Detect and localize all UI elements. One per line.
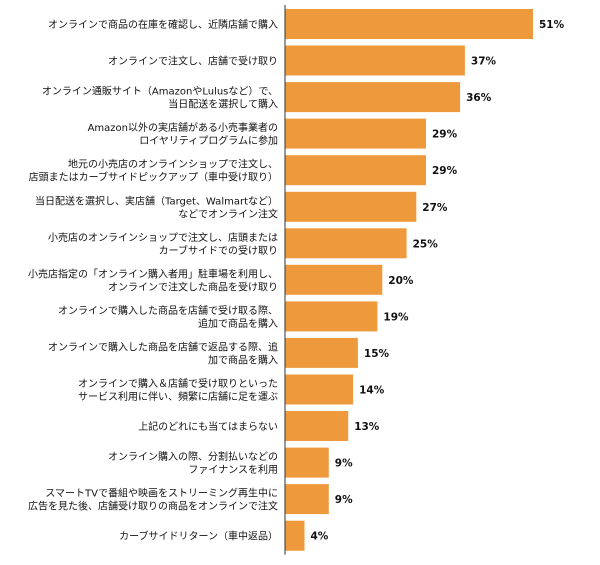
category-label-4: Amazon以外の実店舗がある小売事業者のロイヤリティプログラムに参加 xyxy=(88,121,278,147)
bars-group xyxy=(285,9,533,551)
bar-10 xyxy=(285,337,358,368)
category-labels-group: オンラインで商品の在庫を確認し、近隣店舗で購入オンラインで注文し、店舗で受け取り… xyxy=(28,18,278,543)
bar-13 xyxy=(285,447,329,478)
value-label-4: 29% xyxy=(432,129,458,141)
category-label-line: 地元の小売店のオンラインショップで注文し、 xyxy=(68,158,278,171)
category-label-13: オンライン購入の際、分割払いなどのファイナンスを利用 xyxy=(108,450,278,476)
bar-14 xyxy=(285,484,329,515)
category-label-9: オンラインで購入した商品を店舗で受け取る際、追加で商品を購入 xyxy=(58,304,278,330)
category-label-5: 地元の小売店のオンラインショップで注文し、店頭またはカーブサイドピックアップ（車… xyxy=(29,158,278,184)
category-label-1: オンラインで商品の在庫を確認し、近隣店舗で購入 xyxy=(48,18,278,31)
category-label-3: オンライン通販サイト（AmazonやLulusなど）で、当日配送を選択して購入 xyxy=(42,86,278,111)
value-label-1: 51% xyxy=(539,19,565,31)
value-label-10: 15% xyxy=(364,348,390,360)
value-label-9: 19% xyxy=(383,311,409,323)
category-label-line: オンラインで注文し、店舗で受け取り xyxy=(108,55,278,68)
category-label-line: 上記のどれにも当てはまらない xyxy=(138,420,278,433)
value-label-7: 25% xyxy=(413,238,439,250)
category-label-line: オンラインで商品の在庫を確認し、近隣店舗で購入 xyxy=(48,18,278,31)
bar-4 xyxy=(285,118,426,149)
value-label-5: 29% xyxy=(432,165,458,177)
value-label-2: 37% xyxy=(471,56,497,68)
value-label-8: 20% xyxy=(388,275,414,287)
category-label-11: オンラインで購入＆店舗で受け取りといったサービス利用に伴い、頻繁に店舗に足を運ぶ xyxy=(78,377,278,403)
bar-1 xyxy=(285,9,533,39)
category-label-line: などでオンライン注文 xyxy=(178,207,278,220)
category-label-6: 当日配送を選択し、実店舗（Target、Walmartなど）などでオンライン注文 xyxy=(35,194,278,220)
category-label-14: スマートTVで番組や映画をストリーミング再生中に広告を見た後、店舗受け取りの商品… xyxy=(28,487,278,513)
category-label-line: オンラインで注文した商品を受け取り xyxy=(108,280,278,293)
bar-9 xyxy=(285,301,378,332)
category-label-line: Amazon以外の実店舗がある小売事業者の xyxy=(88,121,278,134)
category-label-line: 当日配送を選択し、実店舗（Target、Walmartなど） xyxy=(35,194,278,207)
category-label-line: 小売店指定の「オンライン購入者用」駐車場を利用し、 xyxy=(28,267,278,280)
value-labels-group: 51% 37% 36% 29% 29% 27% 25% 20% 19% 15% 14% 13% 9% 9%… xyxy=(311,19,565,543)
category-label-line: 小売店のオンラインショップで注文し、店頭または xyxy=(48,231,278,244)
bar-11 xyxy=(285,374,354,405)
category-label-line: オンライン購入の際、分割払いなどの xyxy=(108,450,278,463)
category-label-line: ロイヤリティプログラムに参加 xyxy=(139,134,278,147)
bar-6 xyxy=(285,191,417,222)
category-label-line: オンラインで購入した商品を店舗で受け取る際、 xyxy=(58,304,278,317)
category-label-10: オンラインで購入した商品を店舗で返品する際、追加で商品を購入 xyxy=(48,340,278,366)
bar-7 xyxy=(285,228,407,259)
bar-12 xyxy=(285,411,349,441)
category-label-2: オンラインで注文し、店舗で受け取り xyxy=(108,55,278,68)
value-label-14: 9% xyxy=(335,494,353,506)
category-label-8: 小売店指定の「オンライン購入者用」駐車場を利用し、オンラインで注文した商品を受け… xyxy=(28,267,278,293)
category-label-line: 店頭またはカーブサイドピックアップ（車中受け取り） xyxy=(29,171,278,184)
category-label-15: カーブサイドリターン（車中返品） xyxy=(119,530,278,543)
category-label-line: オンライン通販サイト（AmazonやLulusなど）で、 xyxy=(42,86,278,98)
category-label-line: スマートTVで番組や映画をストリーミング再生中に xyxy=(45,487,278,500)
category-label-line: 当日配送を選択して購入 xyxy=(168,98,278,111)
bar-5 xyxy=(285,155,426,186)
category-label-12: 上記のどれにも当てはまらない xyxy=(138,420,278,433)
bar-2 xyxy=(285,45,465,76)
category-label-line: 追加で商品を購入 xyxy=(198,317,278,330)
value-label-13: 9% xyxy=(335,458,353,470)
value-label-11: 14% xyxy=(359,385,385,397)
value-label-12: 13% xyxy=(354,421,380,433)
bar-8 xyxy=(285,264,383,295)
value-label-6: 27% xyxy=(422,202,448,214)
category-label-line: サービス利用に伴い、頻繁に店舗に足を運ぶ xyxy=(78,390,278,403)
category-label-line: カーブサイドでの受け取り xyxy=(159,244,278,257)
category-label-line: カーブサイドリターン（車中返品） xyxy=(119,530,278,543)
category-label-line: ファイナンスを利用 xyxy=(188,464,278,476)
category-label-line: オンラインで購入＆店舗で受け取りといった xyxy=(78,377,278,390)
category-label-line: オンラインで購入した商品を店舗で返品する際、追 xyxy=(48,340,278,353)
bar-3 xyxy=(285,82,461,113)
value-label-15: 4% xyxy=(311,531,329,543)
category-label-7: 小売店のオンラインショップで注文し、店頭またはカーブサイドでの受け取り xyxy=(48,231,278,257)
value-label-3: 36% xyxy=(466,92,492,104)
category-label-line: 広告を見た後、店舗受け取りの商品をオンラインで注文 xyxy=(28,500,278,513)
bar-15 xyxy=(285,520,305,551)
category-label-line: 加で商品を購入 xyxy=(208,353,278,366)
